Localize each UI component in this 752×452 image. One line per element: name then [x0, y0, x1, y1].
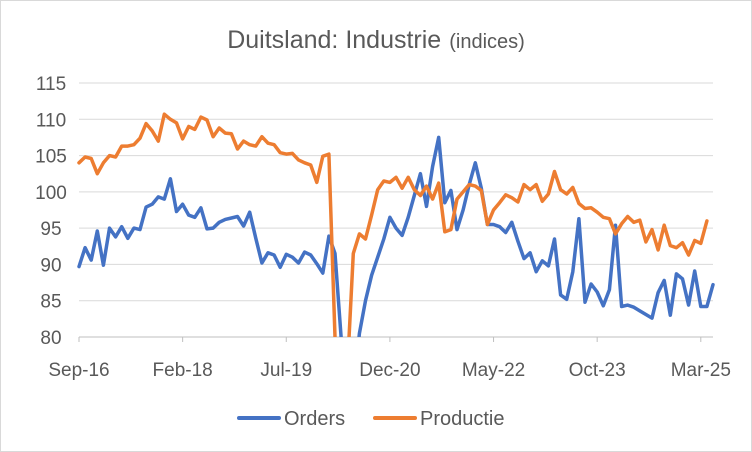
legend-label-productie: Productie: [420, 408, 505, 430]
legend-label-orders: Orders: [284, 408, 345, 430]
y-tick-label: 85: [40, 292, 61, 313]
axes: 80 85 90 95 100 105 110 115 Sep-16 Feb-18 Jul-19 De…: [35, 74, 731, 381]
chart-title: Duitsland: Industrie: [227, 26, 441, 54]
x-tick-label: Feb-18: [153, 360, 213, 381]
x-tick-label: Jul-19: [260, 360, 312, 381]
x-tick-label: Mar-25: [671, 360, 731, 381]
x-tick-label: Sep-16: [48, 360, 109, 381]
y-tick-label: 115: [36, 74, 66, 95]
series-line-productie: [77, 112, 709, 337]
x-tick-label: Dec-20: [359, 360, 420, 381]
x-tick-label: Oct-23: [569, 360, 626, 381]
x-tick-label: May-22: [462, 360, 525, 381]
chart-title-group: Duitsland: Industrie (indices): [227, 26, 525, 54]
series-line-orders: [77, 135, 715, 337]
series-lines: [77, 112, 715, 337]
y-tick-label: 80: [40, 328, 61, 349]
chart-subtitle: (indices): [449, 31, 525, 53]
legend: Orders Productie: [237, 408, 505, 430]
y-tick-label: 110: [36, 110, 66, 131]
y-tick-label: 100: [35, 183, 67, 204]
y-tick-label: 90: [40, 255, 61, 276]
y-tick-label: 95: [40, 219, 61, 240]
y-tick-label: 105: [35, 147, 67, 168]
